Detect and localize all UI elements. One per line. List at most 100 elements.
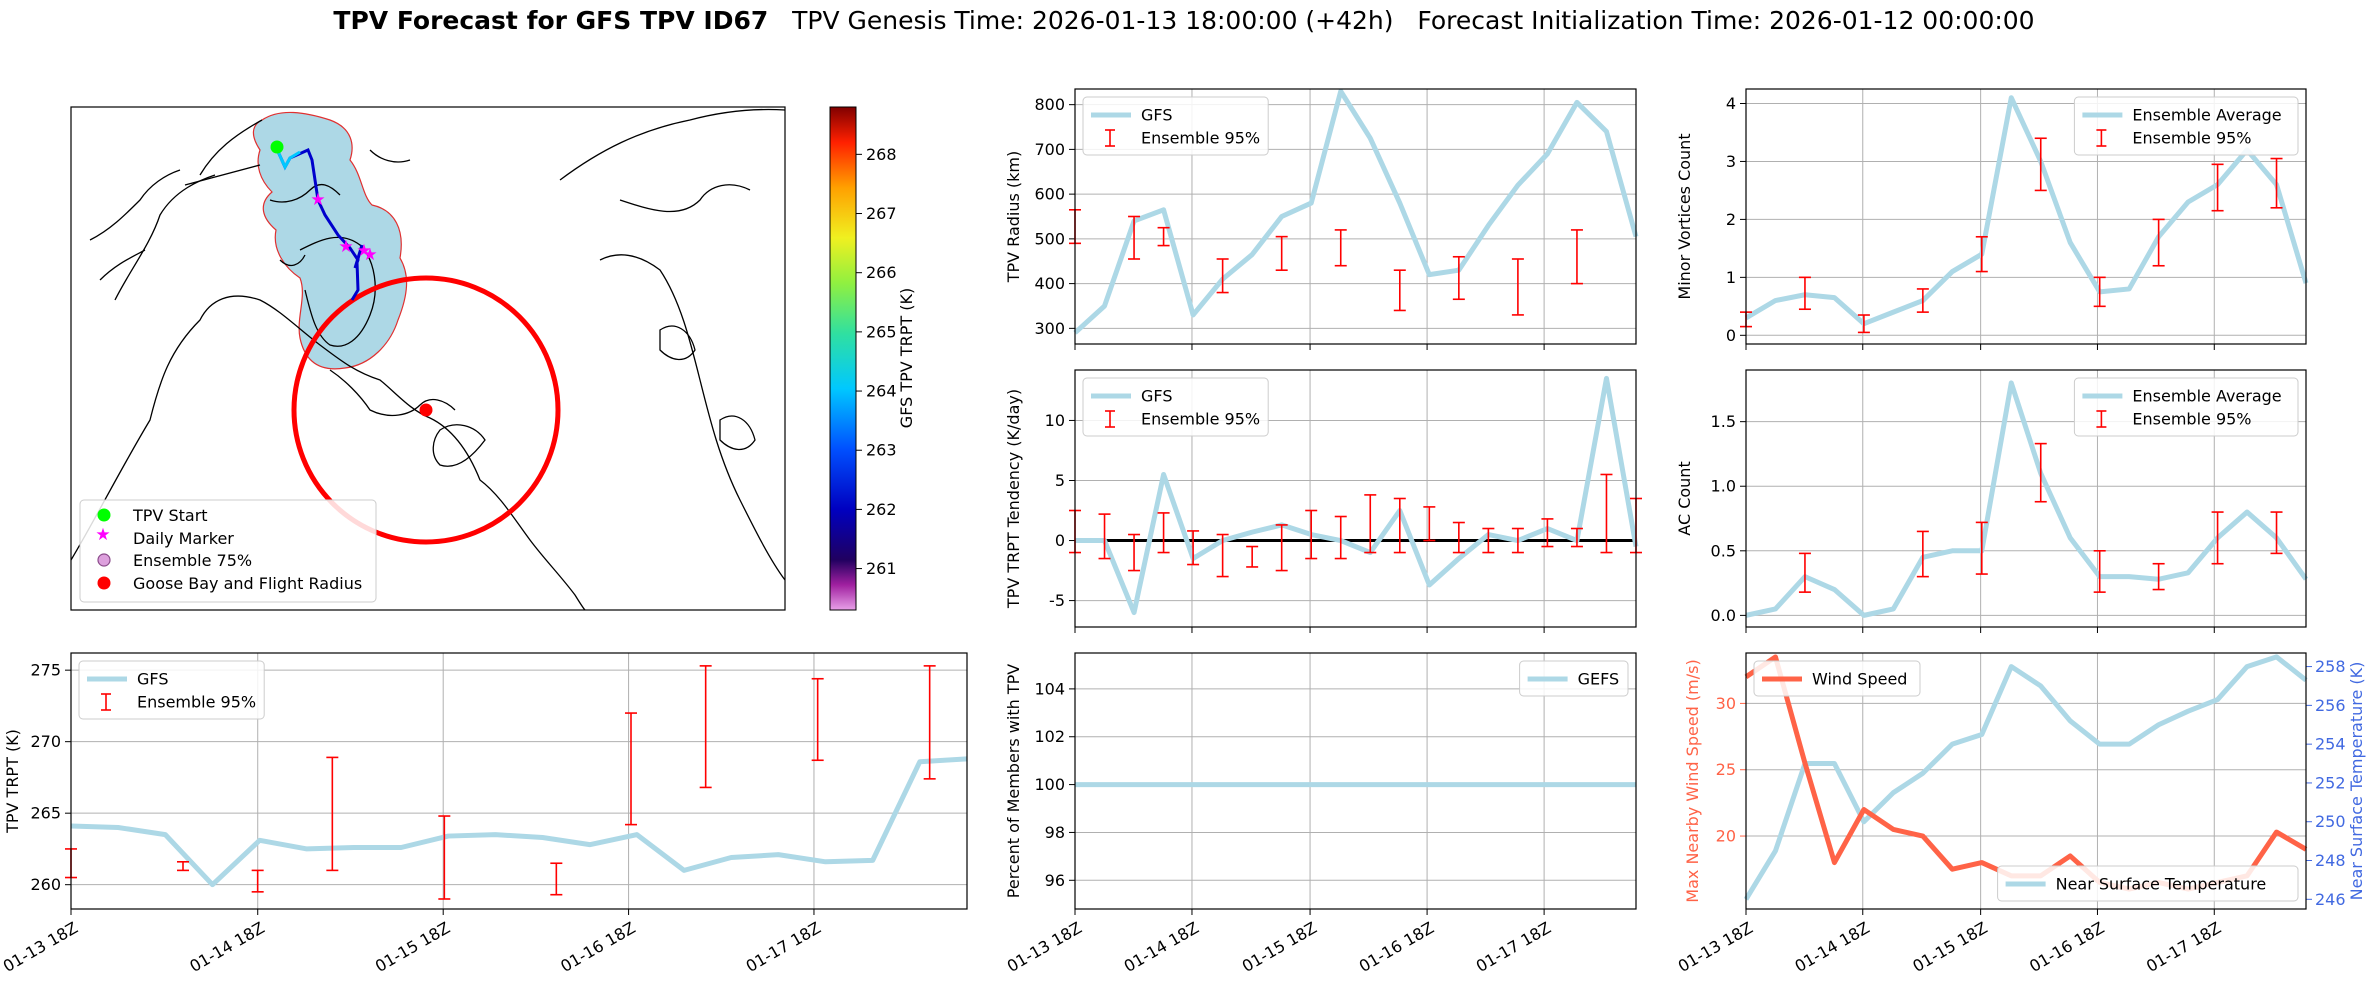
y-tick-label: 100 — [1034, 775, 1065, 794]
plot-frame — [1745, 88, 2307, 345]
y-tick-label: 400 — [1034, 274, 1065, 293]
legend-percent_members: GEFS — [1519, 660, 1629, 697]
plot-frame — [1745, 652, 2307, 910]
x-tick-label: 01-14 18Z — [1791, 918, 1872, 976]
legend-label: Wind Speed — [1812, 670, 1907, 689]
gfs-line — [1075, 375, 1639, 616]
legend-label: GFS — [1141, 106, 1172, 125]
y-tick-label: 0 — [1055, 531, 1065, 550]
legend-ac_count: Ensemble Average Ensemble 95% — [2073, 377, 2299, 437]
tpv-start-marker — [270, 140, 284, 154]
plot-frame — [1745, 369, 2307, 628]
chart-trpt-tendency: -5 0 5 10 TPV TRPT Tendency (K/day) GFS Ensemb… — [1004, 369, 1642, 633]
y-tick-label: 265 — [30, 804, 61, 823]
colorbar-tick-label: 261 — [866, 559, 897, 578]
y-tick-label: 800 — [1034, 95, 1065, 114]
legend-label-goosebay: Goose Bay and Flight Radius — [133, 574, 362, 593]
y-tick-label: 300 — [1034, 319, 1065, 338]
daily-markers: ★ ★ ★ ★ — [310, 190, 377, 265]
goose-bay-marker — [419, 403, 433, 417]
svg-text:★: ★ — [362, 245, 377, 265]
legend-tpv_radius: GFS Ensemble 95% — [1082, 96, 1269, 156]
y-tick-label: -5 — [1049, 591, 1065, 610]
legend-label: Ensemble 95% — [137, 693, 256, 712]
legend-box — [1082, 377, 1269, 437]
y-tick-label: 1 — [1726, 268, 1736, 287]
y-axis-label: Percent of Members with TPV — [1004, 664, 1023, 898]
x-tick-label: 01-16 18Z — [2026, 918, 2107, 976]
legend-box — [1082, 96, 1269, 156]
x-tick-label: 01-15 18Z — [372, 918, 453, 976]
x-tick-label: 01-16 18Z — [557, 918, 638, 976]
chart-minor-vortices: 0 1 2 3 4 Minor Vortices Count Ensemble Averag… — [1675, 88, 2309, 350]
colorbar-tick-label: 266 — [866, 263, 897, 282]
figure-title-init: Forecast Initialization Time: 2026-01-12… — [1417, 6, 2035, 35]
y-right-tick-label: 250 — [2315, 812, 2346, 831]
x-tick-label: 01-16 18Z — [1356, 918, 1437, 976]
temperature-line — [1743, 654, 2308, 901]
y-tick-label: 104 — [1034, 679, 1065, 698]
legend-label: Ensemble 95% — [1141, 129, 1260, 148]
colorbar-tick-label: 268 — [866, 145, 897, 164]
figure-title-bold: TPV Forecast for GFS TPV ID67 — [333, 6, 769, 35]
colorbar: 261 262 263 264 265 266 267 268 GFS TPV TRPT (K… — [829, 106, 916, 611]
x-tick-label: 01-15 18Z — [1909, 918, 1990, 976]
gfs-line — [1744, 95, 2309, 327]
colorbar-tick-label: 265 — [866, 322, 897, 341]
legend-ensemble-icon — [97, 553, 111, 567]
colorbar-tick-label: 264 — [866, 382, 897, 401]
legend-label: Near Surface Temperature — [2056, 875, 2267, 894]
y-tick-label: 96 — [1045, 871, 1065, 890]
legend-star-icon: ★ — [95, 525, 110, 545]
plot-frame — [1074, 652, 1637, 910]
x-tick-label: 01-13 18Z — [1004, 918, 1085, 976]
map-features: ★ ★ ★ ★ — [71, 108, 785, 610]
map-panel: ★ ★ ★ ★ ★ TPV Start Daily Marker Ensembl… — [70, 106, 786, 611]
svg-text:★: ★ — [338, 237, 353, 257]
legend-box — [1519, 660, 1629, 697]
legend-goosebay-icon — [97, 576, 111, 590]
y-tick-label: 102 — [1034, 727, 1065, 746]
svg-text:★: ★ — [310, 190, 325, 210]
y-tick-label: 500 — [1034, 229, 1065, 248]
y-tick-label: 5 — [1055, 471, 1065, 490]
y-tick-label: 0.5 — [1711, 541, 1736, 560]
legend-start-icon — [97, 508, 111, 522]
colorbar-tick-label: 262 — [866, 500, 897, 519]
legend-trpt_tendency: GFS Ensemble 95% — [1082, 377, 1269, 437]
chart-tpv-trpt: 260 265 270 275 TPV TRPT (K) 01-13 18Z 01-14 1… — [0, 652, 968, 976]
legend-label: Ensemble 95% — [1141, 410, 1260, 429]
y-axis-label: AC Count — [1675, 461, 1694, 535]
y-tick-label: 1.5 — [1711, 412, 1736, 431]
ensemble-75-region — [252, 111, 408, 370]
figure-title: TPV Forecast for GFS TPV ID67 TPV Genesi… — [0, 6, 2368, 35]
legend-box — [2073, 96, 2299, 156]
x-tick-label: 01-14 18Z — [1121, 918, 1202, 976]
legend-wind_temp: Near Surface Temperature — [1997, 865, 2299, 902]
y-tick-label: 600 — [1034, 185, 1065, 204]
legend-label-ensemble: Ensemble 75% — [133, 551, 252, 570]
x-tick-label: 01-15 18Z — [1239, 918, 1320, 976]
colorbar-tick-label: 267 — [866, 204, 897, 223]
y-tick-label: 275 — [30, 661, 61, 680]
map-legend: ★ TPV Start Daily Marker Ensemble 75% Go… — [79, 499, 377, 603]
y-right-tick-label: 258 — [2315, 657, 2346, 676]
y-tick-label: 700 — [1034, 140, 1065, 159]
x-tick-label: 01-14 18Z — [186, 918, 267, 976]
y-right-axis-label: Near Surface Temperature (K) — [2347, 662, 2366, 901]
y-tick-label: 0 — [1726, 326, 1736, 345]
y-tick-label: 2 — [1726, 210, 1736, 229]
y-tick-label: 3 — [1726, 152, 1736, 171]
svg-text:★: ★ — [356, 241, 371, 261]
gfs-line — [70, 756, 968, 888]
x-tick-label: 01-17 18Z — [1473, 918, 1554, 976]
legend-box — [78, 660, 265, 720]
figure-title-genesis: TPV Genesis Time: 2026-01-13 18:00:00 (+… — [792, 6, 1394, 35]
legend-box — [2073, 377, 2299, 437]
legend-box — [1753, 660, 1921, 697]
legend-label: Ensemble Average — [2132, 106, 2281, 125]
y-tick-label: 98 — [1045, 823, 1065, 842]
